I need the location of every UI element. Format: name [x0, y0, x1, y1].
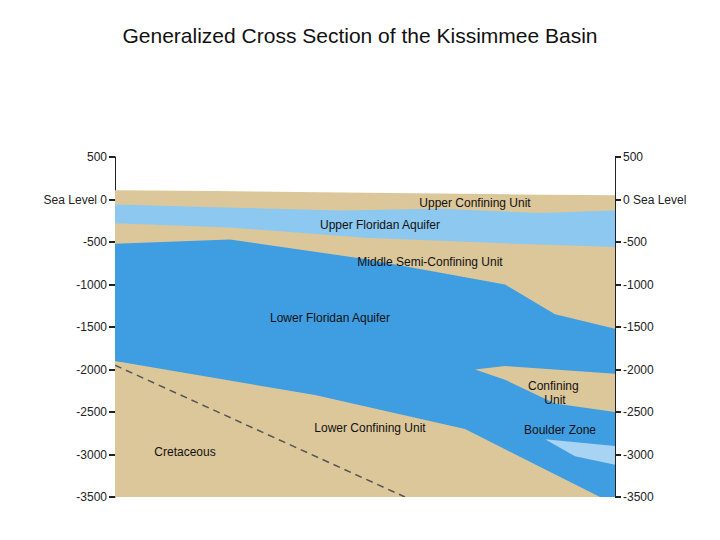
svg-text:-1500: -1500: [76, 320, 107, 334]
svg-text:Middle Semi-Confining Unit: Middle Semi-Confining Unit: [357, 255, 503, 269]
svg-text:-1000: -1000: [623, 278, 654, 292]
svg-text:-1000: -1000: [76, 278, 107, 292]
svg-text:Upper Confining Unit: Upper Confining Unit: [419, 196, 531, 210]
svg-text:-3500: -3500: [76, 490, 107, 504]
svg-text:Lower Floridan Aquifer: Lower Floridan Aquifer: [270, 311, 390, 325]
svg-text:-500: -500: [623, 235, 647, 249]
svg-text:Generalized Cross Section of t: Generalized Cross Section of the Kissimm…: [122, 24, 597, 47]
svg-text:0 Sea Level: 0 Sea Level: [623, 193, 686, 207]
svg-text:500: 500: [623, 150, 643, 164]
svg-text:Lower Confining Unit: Lower Confining Unit: [314, 421, 426, 435]
svg-text:-2500: -2500: [76, 405, 107, 419]
svg-text:Upper Floridan Aquifer: Upper Floridan Aquifer: [320, 218, 440, 232]
svg-text:-2500: -2500: [623, 405, 654, 419]
svg-text:Confining: Confining: [528, 379, 582, 393]
svg-text:Cretaceous: Cretaceous: [154, 445, 215, 459]
svg-text:Boulder Zone: Boulder Zone: [524, 423, 596, 437]
svg-text:-500: -500: [83, 235, 107, 249]
svg-text:-1500: -1500: [623, 320, 654, 334]
svg-text:-3500: -3500: [623, 490, 654, 504]
svg-text:-2000: -2000: [76, 363, 107, 377]
svg-text:500: 500: [87, 150, 107, 164]
svg-text:-3000: -3000: [623, 448, 654, 462]
svg-text:-3000: -3000: [76, 448, 107, 462]
svg-text:Sea Level 0: Sea Level 0: [44, 193, 108, 207]
svg-text:-2000: -2000: [623, 363, 654, 377]
svg-text:Unit: Unit: [544, 393, 566, 407]
